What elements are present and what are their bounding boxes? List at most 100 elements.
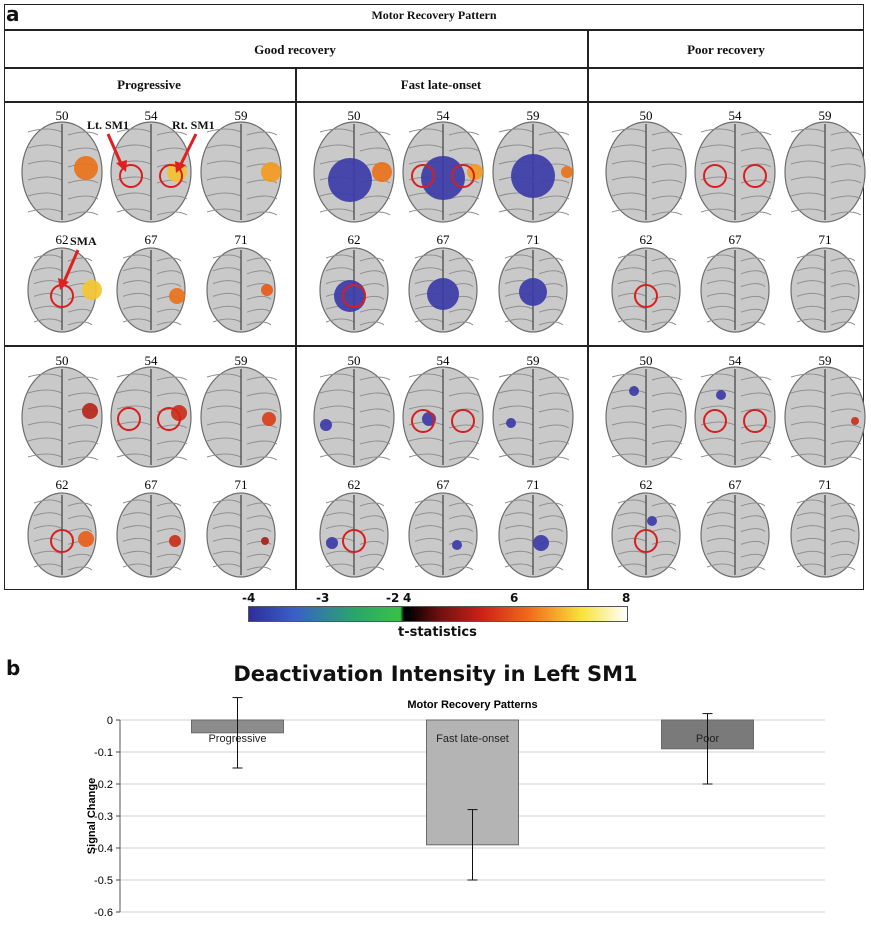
brain-sulcus bbox=[33, 254, 93, 262]
brain-sulcus bbox=[27, 208, 99, 216]
brain-sulcus bbox=[122, 525, 182, 533]
brain-sulcus bbox=[504, 305, 564, 313]
brain-sulcus bbox=[617, 563, 677, 571]
colorbar-tick: -2 bbox=[386, 591, 400, 605]
brain-sulcus bbox=[414, 254, 474, 262]
slice-label: 62 bbox=[640, 477, 653, 492]
brain-sulcus bbox=[498, 144, 570, 152]
brain-sulcus bbox=[212, 499, 272, 507]
rt-sm1-arrowhead bbox=[175, 161, 186, 173]
brain-sulcus bbox=[206, 176, 278, 184]
brain-sulcus bbox=[325, 318, 385, 326]
brain-sulcus bbox=[504, 267, 564, 275]
activation-blob bbox=[320, 419, 332, 431]
brain-sulcus bbox=[408, 437, 480, 445]
y-tick-label: -0.2 bbox=[94, 779, 113, 791]
brain-sulcus bbox=[122, 305, 182, 313]
motor-recovery-table bbox=[4, 4, 864, 590]
signal-change-bar-chart: Motor Recovery Patterns Signal Change 0 -0.… bbox=[86, 697, 825, 919]
y-tick-label: -0.4 bbox=[94, 843, 113, 855]
brain-sulcus bbox=[796, 512, 856, 520]
brain-sulcus bbox=[617, 537, 677, 545]
brain-sulcus bbox=[408, 373, 480, 381]
roi-circle bbox=[342, 284, 366, 308]
slice-label: 71 bbox=[235, 477, 248, 492]
roi-circle bbox=[743, 409, 767, 433]
brain-sulcus bbox=[796, 537, 856, 545]
brain-sulcus bbox=[796, 550, 856, 558]
brain-sulcus bbox=[122, 499, 182, 507]
brain-sulcus bbox=[319, 128, 391, 136]
y-axis-title: Signal Change bbox=[86, 778, 98, 854]
slice-label: 50 bbox=[640, 353, 653, 368]
activation-blob bbox=[169, 535, 181, 547]
slice-label: 67 bbox=[437, 232, 451, 247]
brain-sulcus bbox=[796, 563, 856, 571]
panel-b-label: b bbox=[6, 656, 21, 680]
brain-sulcus bbox=[212, 550, 272, 558]
brain-sulcus bbox=[212, 267, 272, 275]
brain-sulcus bbox=[206, 421, 278, 429]
brain-sulcus bbox=[122, 550, 182, 558]
slice-label: 71 bbox=[527, 232, 540, 247]
slice-label: 59 bbox=[235, 108, 248, 123]
brain-sulcus bbox=[700, 144, 772, 152]
brain-sulcus bbox=[116, 437, 188, 445]
slice-label: 67 bbox=[145, 232, 159, 247]
activation-blob bbox=[427, 278, 459, 310]
brain-sulcus bbox=[414, 537, 474, 545]
activation-blob bbox=[421, 156, 465, 200]
brain-sulcus bbox=[790, 128, 862, 136]
progressive-header: Progressive bbox=[117, 77, 181, 92]
brain-sulcus bbox=[790, 437, 862, 445]
slice-label: 62 bbox=[56, 232, 69, 247]
brain-sulcus bbox=[206, 389, 278, 397]
roi-circle bbox=[411, 409, 435, 433]
activation-blob bbox=[169, 288, 185, 304]
brain-sulcus bbox=[212, 318, 272, 326]
brain-sulcus bbox=[498, 453, 570, 461]
brain-sulcus bbox=[116, 128, 188, 136]
brain-sulcus bbox=[319, 453, 391, 461]
slice-label: 67 bbox=[437, 477, 451, 492]
roi-circle bbox=[157, 407, 181, 431]
slice-label: 50 bbox=[348, 108, 361, 123]
brain-sulcus bbox=[796, 267, 856, 275]
brain-sulcus bbox=[790, 144, 862, 152]
brain-sulcus bbox=[414, 525, 474, 533]
brain-sulcus bbox=[414, 563, 474, 571]
brain-sulcus bbox=[706, 254, 766, 262]
brain-sulcus bbox=[122, 267, 182, 275]
chart-title: Deactivation Intensity in Left SM1 bbox=[233, 662, 638, 686]
brain-sulcus bbox=[27, 176, 99, 184]
brain-sulcus bbox=[611, 421, 683, 429]
lt-sm1-annotation: Lt. SM1 bbox=[87, 118, 129, 132]
activation-blob bbox=[372, 162, 392, 182]
roi-circle bbox=[451, 409, 475, 433]
brain-sulcus bbox=[790, 176, 862, 184]
brain-sulcus bbox=[206, 192, 278, 200]
brain-sulcus bbox=[611, 128, 683, 136]
brain-sulcus bbox=[206, 208, 278, 216]
brain-sulcus bbox=[325, 267, 385, 275]
y-tick-label: -0.6 bbox=[94, 907, 113, 919]
brain-sulcus bbox=[611, 144, 683, 152]
brain-sulcus bbox=[116, 208, 188, 216]
roi-circle bbox=[634, 529, 658, 553]
roi-circle bbox=[743, 164, 767, 188]
brain-sulcus bbox=[617, 305, 677, 313]
brain-sulcus bbox=[617, 267, 677, 275]
brain-sulcus bbox=[498, 437, 570, 445]
brain-sulcus bbox=[617, 292, 677, 300]
brain-sulcus bbox=[408, 208, 480, 216]
brain-sulcus bbox=[706, 318, 766, 326]
brain-sulcus bbox=[325, 525, 385, 533]
brain-sulcus bbox=[319, 208, 391, 216]
brain-sulcus bbox=[796, 305, 856, 313]
brain-sulcus bbox=[617, 525, 677, 533]
brain-sulcus bbox=[33, 550, 93, 558]
brain-sulcus bbox=[617, 254, 677, 262]
rt-sm1-arrow bbox=[178, 133, 198, 167]
slice-label: 62 bbox=[348, 477, 361, 492]
activation-blob bbox=[262, 412, 276, 426]
